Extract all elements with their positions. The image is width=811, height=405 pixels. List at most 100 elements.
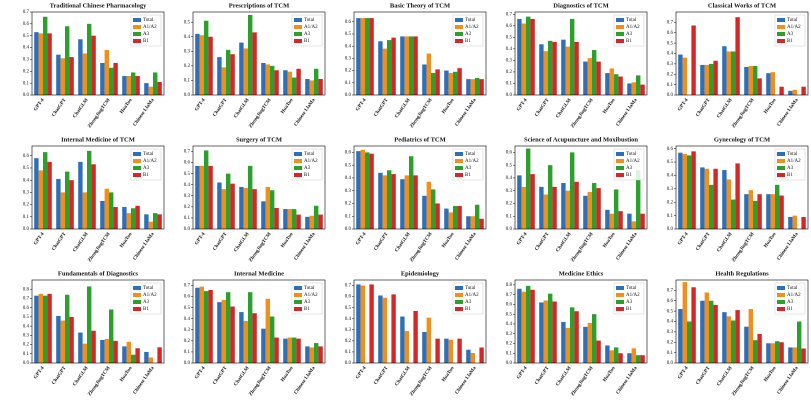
legend-swatch <box>133 39 141 43</box>
y-tick-label: 0.7 <box>667 289 674 294</box>
bar <box>91 35 96 95</box>
x-tick-label: HuaTuo <box>281 232 295 249</box>
bar <box>552 186 557 229</box>
x-tick-label: HuaTuo <box>764 366 778 383</box>
plot-frame <box>353 145 487 230</box>
y-tick-label: 0.7 <box>667 21 674 26</box>
bar <box>444 208 449 229</box>
bar <box>596 340 601 363</box>
legend-swatch <box>455 300 463 304</box>
bar <box>104 49 109 95</box>
plot-frame <box>192 145 326 230</box>
y-tick-label: 0.0 <box>667 93 674 98</box>
y-tick-label: 0.6 <box>667 299 674 304</box>
legend-label: Total <box>626 18 637 23</box>
bar <box>360 149 365 229</box>
bar <box>274 337 279 363</box>
chart-title: Pediatrics of TCM <box>394 136 446 143</box>
y-tick-label: 0.3 <box>184 49 191 54</box>
legend-swatch <box>455 173 463 177</box>
legend-label: A1/A2 <box>143 293 157 298</box>
bar <box>69 316 74 363</box>
bar <box>365 18 370 95</box>
bar <box>682 282 687 363</box>
bar <box>766 343 771 363</box>
bar <box>360 18 365 95</box>
x-tick-label: GPT-4 <box>677 366 689 381</box>
bar <box>753 200 758 229</box>
x-tick-label: GPT-4 <box>516 366 528 381</box>
bar <box>788 347 793 363</box>
bar <box>404 175 409 229</box>
x-tick-label: Chinese LlaMa <box>133 98 156 128</box>
bar <box>195 33 200 95</box>
bar <box>470 353 475 363</box>
legend-swatch <box>133 152 141 156</box>
y-tick-label: 0.7 <box>506 293 513 298</box>
bar <box>204 291 209 363</box>
x-tick-label: ChatGLM <box>556 98 573 120</box>
legend-swatch <box>455 286 463 290</box>
x-tick-label: Chinese LlaMa <box>294 232 317 262</box>
y-tick-label: 0.3 <box>184 194 191 199</box>
bar <box>587 58 592 95</box>
y-tick-label: 0.3 <box>667 187 674 192</box>
legend-swatch <box>455 159 463 163</box>
y-tick-label: 0.4 <box>667 174 674 179</box>
bar <box>78 161 83 229</box>
x-tick-label: ChatGPT <box>374 365 390 385</box>
bar <box>614 74 619 95</box>
bar <box>109 309 114 363</box>
y-tick-label: 0.5 <box>506 36 513 41</box>
bar <box>360 285 365 363</box>
y-tick-label: 0.2 <box>23 69 30 74</box>
bar <box>382 175 387 229</box>
x-tick-label: HuaTuo <box>603 232 617 249</box>
x-tick-label: Chinese LlaMa <box>777 232 800 262</box>
bar <box>627 353 632 363</box>
bar <box>56 315 61 363</box>
y-tick-label: 0.3 <box>23 333 30 338</box>
y-tick-label: 0.4 <box>506 176 513 181</box>
bar <box>770 194 775 229</box>
bar <box>369 153 374 229</box>
bar <box>517 18 522 96</box>
bar <box>243 188 248 229</box>
bar <box>217 57 222 95</box>
y-tick-label: 0.6 <box>23 22 30 27</box>
bar <box>199 35 204 95</box>
bar <box>682 154 687 229</box>
bar <box>631 82 636 95</box>
bar <box>548 293 553 363</box>
bar <box>65 294 70 363</box>
x-tick-label: ChatGLM <box>717 232 734 254</box>
bar <box>548 40 553 95</box>
bar <box>748 65 753 95</box>
bar <box>195 165 200 229</box>
bar <box>78 39 83 95</box>
bar <box>287 337 292 363</box>
legend-label: A3 <box>304 32 311 37</box>
bar <box>157 214 162 229</box>
y-tick-label: 0.0 <box>345 361 352 366</box>
bar <box>382 48 387 95</box>
legend-label: A3 <box>787 300 794 305</box>
y-tick-label: 0.3 <box>506 189 513 194</box>
bar <box>587 322 592 363</box>
bar <box>144 83 149 95</box>
bar <box>583 195 588 229</box>
bar <box>596 61 601 95</box>
x-tick-label: ChatGLM <box>395 232 412 254</box>
x-tick-label: GPT-4 <box>516 232 528 247</box>
y-tick-label: 0.1 <box>506 82 513 87</box>
y-tick-label: 0.2 <box>345 69 352 74</box>
bar <box>526 285 531 363</box>
legend-swatch <box>777 166 785 170</box>
y-tick-label: 0.5 <box>667 160 674 165</box>
bar <box>561 183 566 229</box>
bar <box>574 181 579 229</box>
bar <box>413 175 418 229</box>
bar <box>618 211 623 229</box>
x-tick-label: ZhongJingTCM <box>732 98 756 130</box>
bar <box>109 67 114 95</box>
